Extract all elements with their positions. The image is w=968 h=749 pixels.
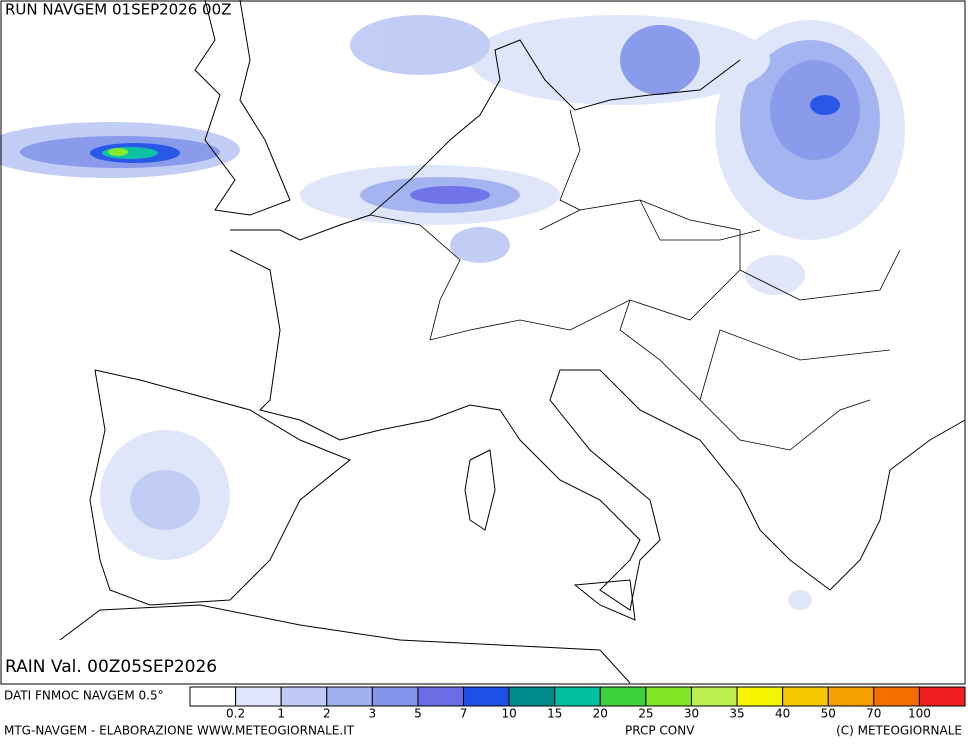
colorbar-box (599, 686, 647, 707)
colorbar-label: 70 (866, 707, 881, 721)
colorbar-label: 35 (729, 707, 744, 721)
colorbar-box (736, 686, 784, 707)
colorbar-box (189, 686, 237, 707)
footer: MTG-NAVGEM - ELABORAZIONE WWW.METEOGIORN… (4, 724, 962, 738)
colorbar-label: 0.2 (226, 707, 245, 721)
map-frame (0, 0, 966, 685)
borders (369, 109, 901, 451)
coastlines (59, 0, 966, 684)
colorbar-box (508, 686, 556, 707)
colorbar-box (463, 686, 510, 707)
colorbar-label: 40 (775, 707, 790, 721)
colorbar-box (280, 686, 328, 707)
colorbar-label: 100 (908, 707, 931, 721)
colorbar-box (371, 686, 419, 707)
colorbar-label: 30 (684, 707, 699, 721)
precip-fields (0, 15, 905, 610)
source-label: DATI FNMOC NAVGEM 0.5° (4, 689, 164, 703)
product: PRCP CONV (625, 724, 695, 738)
colorbar-box (827, 686, 875, 707)
colorbar-box (326, 686, 373, 707)
colorbar-box (235, 686, 282, 707)
colorbar-label: 2 (323, 707, 331, 721)
colorbar-label: 10 (501, 707, 516, 721)
colorbar-label: 3 (369, 707, 377, 721)
colorbar-box (918, 686, 966, 707)
credit: MTG-NAVGEM - ELABORAZIONE WWW.METEOGIORN… (4, 724, 355, 738)
colorbar-box (873, 686, 920, 707)
colorbar-label: 50 (821, 707, 836, 721)
colorbar-label: 1 (277, 707, 285, 721)
map: RUN NAVGEM 01SEP2026 00Z RAIN Val. 00Z05… (0, 0, 966, 685)
colorbar-box (554, 686, 601, 707)
colorbar-box (782, 686, 829, 707)
legend: DATI FNMOC NAVGEM 0.5° 0.2 1 2 3 5 7 10 15 20 25 3… (4, 686, 966, 721)
copyright: (C) METEOGIORNALE (836, 724, 962, 738)
colorbar-label: 20 (593, 707, 608, 721)
colorbar-label: 25 (638, 707, 653, 721)
colorbar-label: 15 (547, 707, 562, 721)
colorbar-label: 7 (460, 707, 468, 721)
run-label: RUN NAVGEM 01SEP2026 00Z (5, 1, 231, 19)
colorbar-box (690, 686, 738, 707)
valid-label: RAIN Val. 00Z05SEP2026 (5, 657, 217, 677)
colorbar-box (645, 686, 692, 707)
colorbar-box (417, 686, 465, 707)
colorbar-label: 5 (414, 707, 422, 721)
